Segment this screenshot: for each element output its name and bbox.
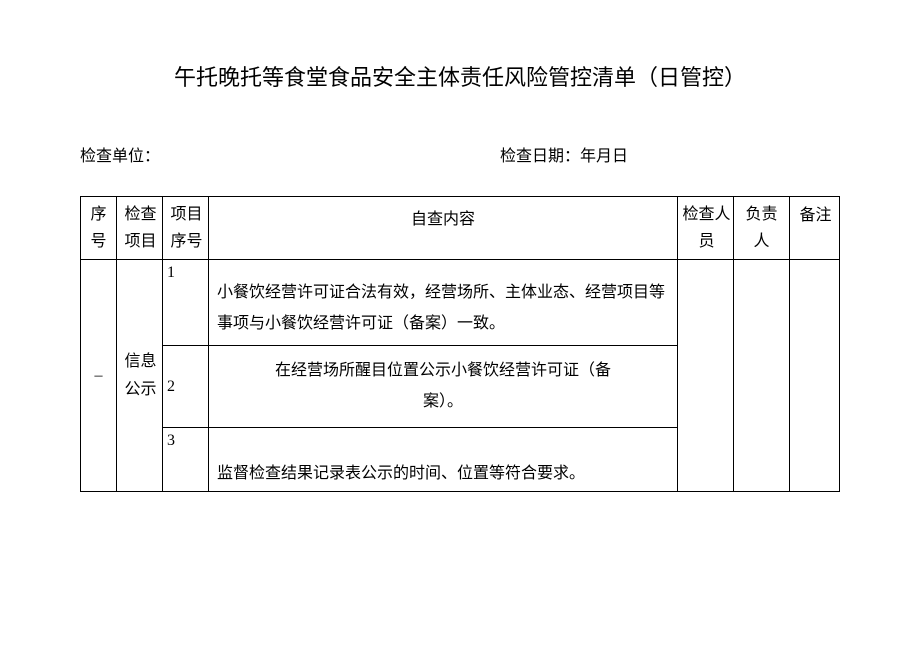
document-title: 午托晚托等食堂食品安全主体责任风险管控清单（日管控） xyxy=(80,60,840,92)
header-remark: 备注 xyxy=(790,197,840,260)
header-content: 自查内容 xyxy=(209,197,678,260)
cell-responsible xyxy=(734,260,790,492)
inspection-date-label: 检查日期：年月日 xyxy=(420,142,840,166)
meta-row: 检查单位： 检查日期：年月日 xyxy=(80,142,840,166)
cell-content-1: 小餐饮经营许可证合法有效，经营场所、主体业态、经营项目等事项与小餐饮经营许可证（… xyxy=(209,260,678,346)
header-responsible: 负责人 xyxy=(734,197,790,260)
table-row: – 信息公示 1 小餐饮经营许可证合法有效，经营场所、主体业态、经营项目等事项与… xyxy=(81,260,840,346)
cell-seq: – xyxy=(81,260,117,492)
cell-item: 信息公示 xyxy=(117,260,163,492)
header-item: 检查项目 xyxy=(117,197,163,260)
cell-subseq-2: 2 xyxy=(163,346,209,428)
header-seq: 序号 xyxy=(81,197,117,260)
cell-content-2: 在经营场所醒目位置公示小餐饮经营许可证（备案）。 xyxy=(209,346,678,428)
cell-remark xyxy=(790,260,840,492)
header-subseq: 项目序号 xyxy=(163,197,209,260)
table-header-row: 序号 检查项目 项目序号 自查内容 检查人员 负责人 备注 xyxy=(81,197,840,260)
checklist-table: 序号 检查项目 项目序号 自查内容 检查人员 负责人 备注 – 信息公示 1 小… xyxy=(80,196,840,492)
inspection-unit-label: 检查单位： xyxy=(80,142,420,166)
cell-subseq-1: 1 xyxy=(163,260,209,346)
cell-subseq-3: 3 xyxy=(163,427,209,491)
cell-content-3: 监督检查结果记录表公示的时间、位置等符合要求。 xyxy=(209,427,678,491)
header-inspector: 检查人员 xyxy=(678,197,734,260)
cell-inspector xyxy=(678,260,734,492)
